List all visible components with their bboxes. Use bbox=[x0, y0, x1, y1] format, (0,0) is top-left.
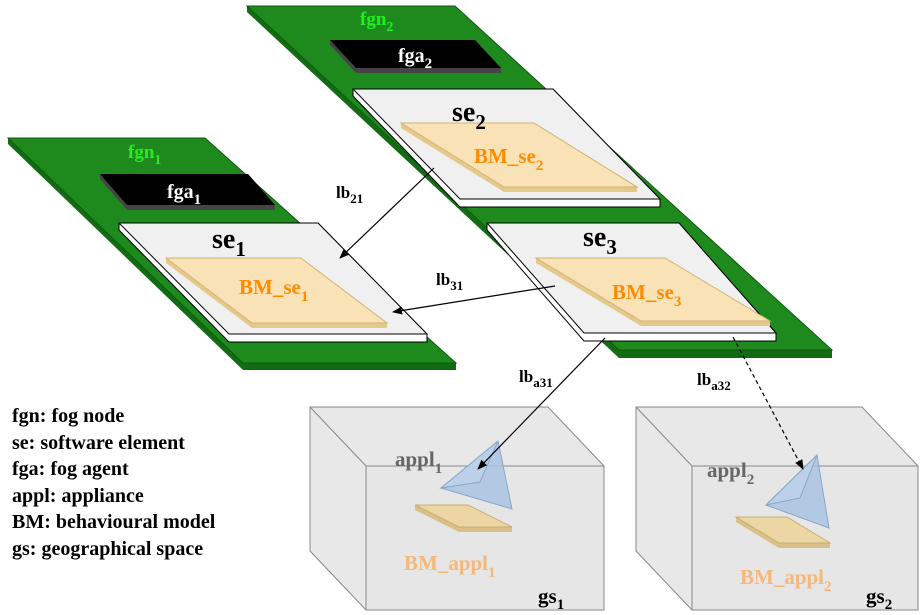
software-element-3-label: se3 bbox=[583, 222, 617, 259]
legend-item: BM: behavioural model bbox=[12, 511, 216, 533]
software-element-3: se3 BM_se3 bbox=[485, 222, 778, 342]
link-lba32-arrow bbox=[732, 336, 804, 470]
link-lba31-arrow bbox=[477, 337, 606, 470]
links: lb21 lb31 lba31 lba32 bbox=[336, 167, 804, 470]
legend-item: se: software element bbox=[12, 431, 185, 454]
software-element-1-label: se1 bbox=[212, 224, 246, 261]
appliance-1-label: appl1 bbox=[395, 447, 442, 477]
link-lb21-arrow bbox=[339, 167, 435, 259]
fog-node-1-label: fgn1 bbox=[128, 142, 161, 168]
link-lb21-label: lb21 bbox=[336, 183, 363, 206]
geographical-space-1: appl1 BM_appl1 gs1 bbox=[309, 406, 605, 613]
fog-agent-2-label: fga2 bbox=[398, 45, 432, 72]
link-lb31-arrow bbox=[392, 285, 556, 315]
fog-agent-1: fga1 bbox=[100, 174, 275, 210]
bm-se-1-label: BM_se1 bbox=[239, 275, 308, 305]
bm-appl-1-label: BM_appl1 bbox=[404, 551, 496, 581]
bm-appl-2-label: BM_appl2 bbox=[740, 565, 832, 595]
geographical-space-2: appl2 BM_appl2 gs2 bbox=[635, 406, 919, 613]
software-element-2: se2 BM_se2 bbox=[351, 88, 662, 208]
geographical-space-1-label: gs1 bbox=[538, 584, 564, 613]
bm-se-2-label: BM_se2 bbox=[474, 144, 543, 174]
legend-item: appl: appliance bbox=[12, 484, 144, 507]
fog-agent-2: fga2 bbox=[330, 40, 501, 73]
software-element-1: se1 BM_se1 bbox=[117, 222, 429, 343]
fog-node-2-label: fgn2 bbox=[360, 9, 393, 35]
geographical-space-2-label: gs2 bbox=[866, 584, 892, 613]
link-lba31-label: lba31 bbox=[519, 367, 553, 390]
bm-se-3-label: BM_se3 bbox=[612, 280, 681, 310]
link-lb31-label: lb31 bbox=[436, 270, 463, 293]
legend-item: gs: geographical space bbox=[12, 537, 204, 560]
link-lba32-label: lba32 bbox=[697, 370, 731, 393]
legend: fgn: fog node se: software element fga: … bbox=[12, 403, 215, 562]
legend-item: fga: fog agent bbox=[12, 458, 129, 480]
appliance-2-label: appl2 bbox=[707, 458, 754, 488]
legend-item: fgn: fog node bbox=[12, 405, 125, 427]
fog-agent-1-label: fga1 bbox=[167, 181, 201, 208]
software-element-2-label: se2 bbox=[452, 97, 486, 134]
